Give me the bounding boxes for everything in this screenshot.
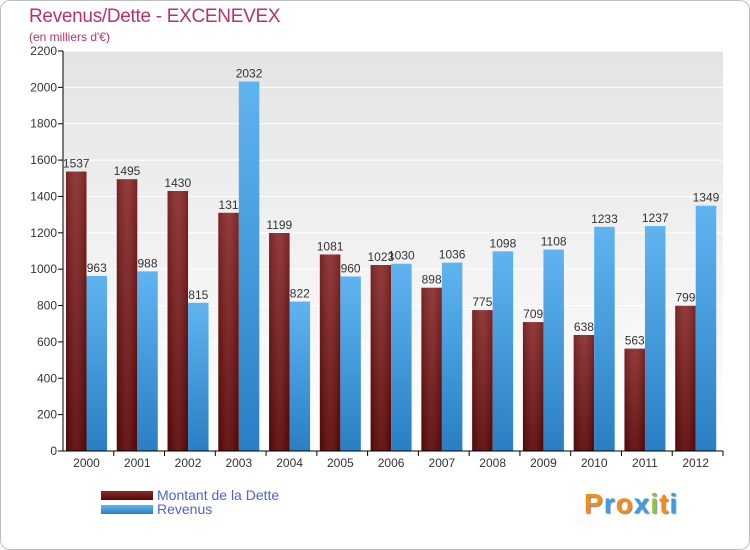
y-tick-label: 1800 — [30, 117, 57, 131]
data-label-revenus: 963 — [87, 261, 107, 275]
legend-item-dette: Montant de la Dette — [101, 487, 279, 503]
y-tick-label: 800 — [37, 299, 57, 313]
data-label-dette: 898 — [422, 273, 442, 287]
y-tick-label: 2200 — [30, 44, 57, 58]
bar-revenus — [644, 226, 666, 451]
logo-letter: o — [615, 488, 634, 519]
x-tick-label: 2004 — [276, 456, 303, 470]
data-label-dette: 1537 — [63, 157, 90, 171]
proxiti-logo: Proxiti — [584, 488, 678, 520]
data-label-dette: 709 — [523, 307, 543, 321]
legend-label-revenus: Revenus — [157, 501, 213, 517]
data-label-revenus: 1108 — [541, 235, 567, 249]
legend-swatch-dette — [101, 490, 153, 500]
y-tick-label: 1000 — [30, 262, 57, 276]
legend-item-revenus: Revenus — [101, 501, 212, 517]
y-tick-label: 1200 — [30, 226, 57, 240]
bar-revenus — [695, 205, 717, 451]
data-label-revenus: 1098 — [490, 236, 517, 250]
bar-dette-shade — [269, 233, 290, 451]
data-label-dette: 131 — [219, 198, 239, 212]
chart-title: Revenus/Dette - EXCENEVEX — [29, 6, 281, 27]
data-label-revenus: 1349 — [693, 191, 720, 205]
bar-revenus — [86, 275, 107, 451]
data-label-dette: 1430 — [164, 176, 191, 190]
legend-label-dette: Montant de la Dette — [157, 487, 280, 503]
data-label-dette: 1495 — [114, 164, 141, 178]
x-tick-label: 2000 — [73, 456, 100, 470]
data-label-revenus: 1237 — [642, 211, 669, 225]
x-tick-label: 2002 — [175, 456, 202, 470]
data-label-dette: 799 — [675, 291, 695, 305]
data-label-revenus: 1233 — [591, 212, 618, 226]
data-label-revenus: 1030 — [388, 249, 415, 263]
x-tick-label: 2005 — [327, 456, 354, 470]
chart-subtitle: (en milliers d'€) — [29, 30, 110, 44]
x-tick-label: 2001 — [124, 456, 151, 470]
bar-dette-shade — [66, 171, 87, 451]
x-tick-label: 2008 — [479, 456, 506, 470]
x-tick-label: 2012 — [682, 456, 709, 470]
logo-letter: t — [659, 488, 670, 519]
data-label-dette: 638 — [574, 320, 594, 334]
x-tick-label: 2010 — [581, 456, 608, 470]
x-tick-label: 2011 — [632, 456, 658, 470]
y-tick-label: 0 — [50, 444, 57, 458]
y-tick-label: 1600 — [30, 153, 57, 167]
bar-revenus — [594, 226, 615, 451]
bar-dette-shade — [167, 191, 189, 451]
bar-revenus — [188, 302, 209, 451]
bar-revenus — [391, 263, 412, 451]
bar-revenus — [492, 251, 514, 451]
x-tick-label: 2003 — [225, 456, 252, 470]
data-label-dette: 1023 — [368, 250, 395, 264]
bar-dette-shade — [421, 287, 442, 451]
data-label-dette: 1199 — [266, 218, 292, 232]
data-label-revenus: 2032 — [236, 67, 263, 81]
logo-letter: P — [584, 488, 604, 519]
logo-letter: r — [603, 488, 616, 519]
data-label-revenus: 960 — [341, 261, 361, 275]
data-label-dette: 775 — [472, 295, 492, 309]
logo-letter: x — [633, 488, 651, 519]
data-label-revenus: 815 — [188, 288, 208, 302]
y-tick-label: 400 — [37, 371, 57, 385]
bar-dette-shade — [472, 310, 493, 451]
bar-revenus — [340, 276, 361, 451]
bar-dette-shade — [319, 254, 341, 451]
bar-dette-shade — [522, 322, 544, 451]
bar-revenus — [289, 301, 311, 451]
bar-dette-shade — [675, 305, 696, 451]
legend-swatch-revenus — [101, 504, 153, 514]
x-tick-label: 2007 — [429, 456, 456, 470]
bar-dette-shade — [218, 212, 239, 451]
bar-dette-shade — [573, 335, 595, 451]
x-tick-label: 2009 — [530, 456, 557, 470]
data-label-revenus: 822 — [290, 287, 310, 301]
y-tick-label: 600 — [37, 335, 57, 349]
bar-dette-shade — [116, 179, 138, 451]
bar-dette-shade — [370, 265, 392, 451]
bar-revenus — [137, 271, 158, 451]
logo-letter: i — [650, 488, 660, 519]
y-tick-label: 1400 — [30, 189, 57, 203]
data-label-dette: 1081 — [317, 239, 344, 253]
bar-revenus — [543, 249, 564, 451]
bar-revenus — [441, 262, 463, 451]
data-label-dette: 563 — [625, 334, 645, 348]
bar-revenus — [238, 81, 260, 451]
data-label-revenus: 1036 — [439, 248, 466, 262]
x-tick-label: 2006 — [378, 456, 405, 470]
y-tick-label: 2000 — [30, 80, 57, 94]
data-label-revenus: 988 — [138, 256, 158, 270]
logo-letter: i — [669, 488, 679, 519]
y-tick-label: 200 — [37, 408, 57, 422]
bar-dette-shade — [624, 348, 645, 451]
